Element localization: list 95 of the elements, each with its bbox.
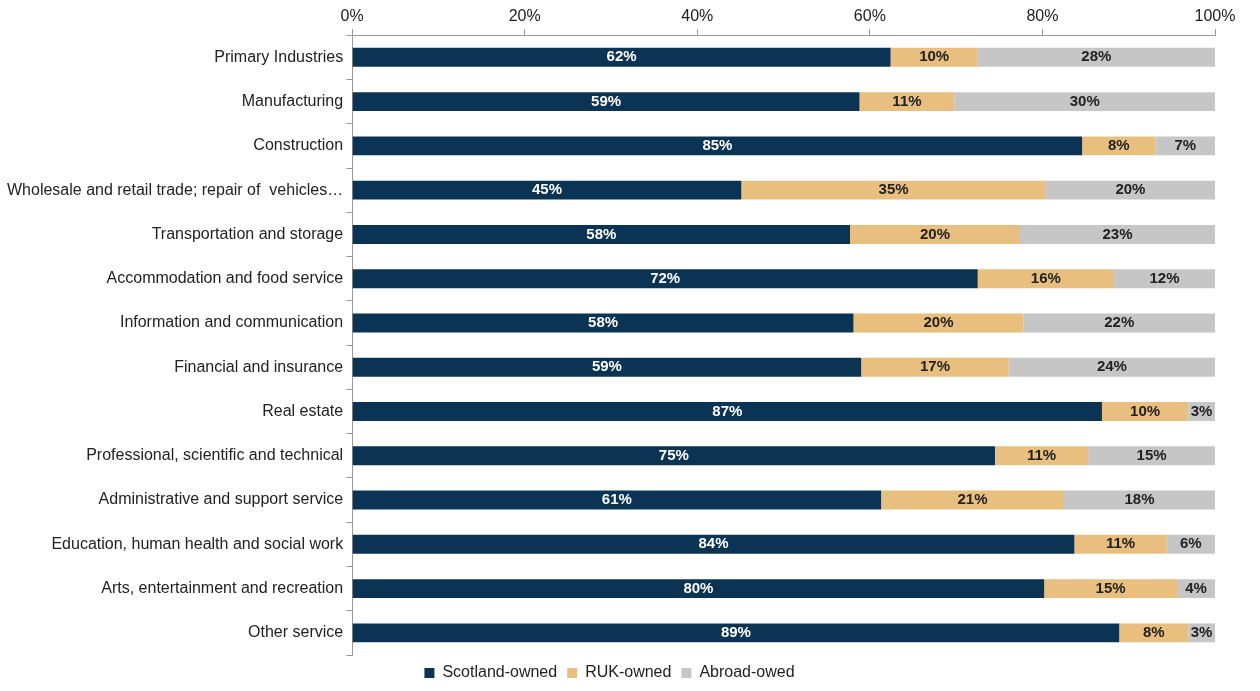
bar bbox=[352, 313, 854, 333]
bar bbox=[741, 180, 1046, 200]
data-label: 23% bbox=[1102, 224, 1133, 242]
x-tick-label: 100% bbox=[1194, 7, 1236, 25]
bar bbox=[861, 357, 1009, 377]
data-label: 8% bbox=[1107, 136, 1130, 154]
data-label: 59% bbox=[591, 357, 622, 375]
y-tick-label: Construction bbox=[253, 136, 344, 154]
bar bbox=[352, 623, 1120, 643]
legend-label: Scotland-owned bbox=[442, 663, 558, 681]
bar bbox=[1020, 224, 1215, 244]
bar bbox=[352, 47, 891, 67]
data-label: 24% bbox=[1096, 357, 1127, 375]
data-label: 75% bbox=[658, 445, 689, 463]
data-label: 7% bbox=[1174, 136, 1197, 154]
y-tick-label: Professional, scientific and technical bbox=[86, 446, 344, 464]
data-label: 20% bbox=[1115, 180, 1146, 198]
x-tick-label: 0% bbox=[340, 7, 364, 25]
bar bbox=[881, 490, 1064, 510]
data-label: 17% bbox=[919, 357, 951, 375]
data-label: 58% bbox=[588, 313, 619, 331]
data-label: 12% bbox=[1149, 268, 1180, 286]
x-tick-label: 40% bbox=[681, 7, 714, 25]
y-tick-label: Wholesale and retail trade; repair of vehicles… bbox=[6, 180, 344, 198]
data-label: 61% bbox=[601, 490, 632, 508]
legend-label: RUK-owned bbox=[585, 663, 672, 681]
bar bbox=[1044, 579, 1178, 599]
x-tick-label: 60% bbox=[853, 7, 886, 25]
data-label: 20% bbox=[919, 224, 951, 242]
data-label: 89% bbox=[720, 623, 751, 640]
x-tick-label: 20% bbox=[508, 7, 541, 25]
y-tick-label: Administrative and support service bbox=[98, 490, 344, 508]
data-label: 10% bbox=[919, 47, 950, 65]
bar bbox=[352, 357, 862, 377]
bar bbox=[1045, 180, 1215, 200]
bar bbox=[352, 579, 1045, 599]
y-tick-label: Education, human health and social work bbox=[51, 534, 345, 552]
bar bbox=[352, 446, 995, 466]
data-label: 21% bbox=[957, 490, 988, 508]
y-tick-label: Transportation and storage bbox=[151, 224, 344, 242]
data-label: 6% bbox=[1180, 534, 1202, 552]
bar bbox=[1008, 357, 1215, 377]
data-label: 11% bbox=[892, 91, 922, 109]
data-label: 59% bbox=[591, 91, 622, 109]
bar bbox=[1088, 446, 1215, 466]
data-label: 15% bbox=[1095, 578, 1126, 596]
data-label: 45% bbox=[531, 180, 562, 198]
bar bbox=[1023, 313, 1215, 333]
data-label: 85% bbox=[702, 136, 733, 154]
data-label: 80% bbox=[683, 578, 714, 596]
bar bbox=[954, 92, 1215, 112]
data-label: 72% bbox=[650, 268, 681, 286]
data-label: 11% bbox=[1026, 445, 1057, 463]
y-tick-label: Other service bbox=[248, 623, 344, 641]
data-label: 35% bbox=[878, 180, 909, 198]
bar bbox=[352, 490, 882, 510]
data-label: 16% bbox=[1030, 268, 1061, 286]
bar bbox=[850, 224, 1020, 244]
data-label: 3% bbox=[1190, 401, 1213, 419]
bar bbox=[352, 136, 1083, 156]
bar bbox=[352, 224, 851, 244]
bar bbox=[1114, 269, 1215, 289]
bar bbox=[352, 269, 978, 289]
data-label: 20% bbox=[923, 313, 954, 331]
data-label: 4% bbox=[1185, 578, 1207, 596]
bar bbox=[352, 534, 1075, 554]
bar bbox=[352, 180, 742, 200]
y-tick-label: Accommodation and food service bbox=[106, 269, 344, 287]
data-label: 84% bbox=[698, 534, 729, 552]
bar bbox=[352, 402, 1102, 421]
data-label: 3% bbox=[1190, 623, 1213, 640]
legend-label: Abroad-owed bbox=[699, 663, 795, 681]
y-tick-label: Manufacturing bbox=[241, 92, 344, 110]
x-tick-label: 80% bbox=[1026, 7, 1059, 25]
bar bbox=[977, 269, 1115, 289]
data-label: 30% bbox=[1069, 91, 1100, 109]
data-label: 15% bbox=[1136, 445, 1167, 463]
data-label: 18% bbox=[1124, 490, 1155, 508]
data-label: 28% bbox=[1081, 47, 1112, 65]
data-label: 11% bbox=[1105, 534, 1136, 552]
bar bbox=[352, 92, 860, 112]
y-tick-label: Primary Industries bbox=[214, 47, 344, 65]
bar bbox=[1074, 534, 1167, 554]
data-label: 10% bbox=[1130, 401, 1161, 419]
y-tick-label: Arts, entertainment and recreation bbox=[101, 579, 344, 596]
data-label: 8% bbox=[1142, 623, 1165, 640]
data-label: 22% bbox=[1104, 313, 1135, 331]
data-label: 62% bbox=[606, 47, 637, 65]
data-label: 58% bbox=[586, 224, 617, 242]
bar bbox=[977, 47, 1215, 67]
bar bbox=[1064, 490, 1215, 510]
y-tick-label: Financial and insurance bbox=[174, 357, 344, 375]
y-tick-label: Real estate bbox=[262, 401, 344, 419]
y-tick-label: Information and communication bbox=[119, 313, 344, 331]
data-label: 87% bbox=[712, 401, 743, 419]
